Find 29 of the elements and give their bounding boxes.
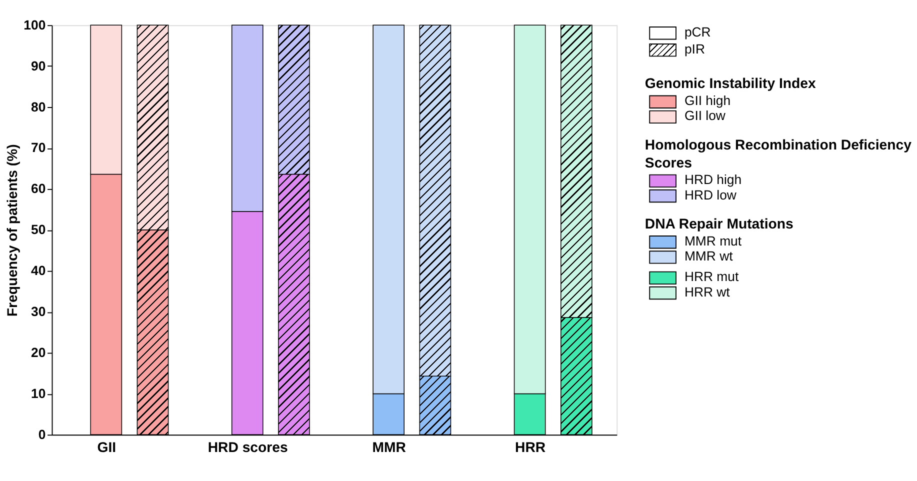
legend-label: HRD low (684, 187, 737, 202)
text: Homologous Recombination Deficiency Scores (644, 136, 912, 170)
text: pCR (684, 24, 711, 40)
legend-label: HRD high (684, 172, 742, 188)
legend-label: HRR mut (684, 269, 739, 284)
legend-label: GII low (684, 108, 726, 124)
y-tick-label: 70 (31, 140, 46, 156)
y-tick-label: 90 (31, 58, 46, 74)
text: DNA Repair Mutations (644, 215, 794, 232)
y-tick-label: 10 (31, 386, 46, 401)
y-tick-label: 100 (24, 17, 46, 32)
text: pIR (684, 41, 705, 56)
y-tick-label: 30 (31, 304, 46, 320)
y-tick-label: 0 (38, 426, 46, 442)
y-axis-title: Frequency of patients (%) (4, 144, 20, 317)
y-tick-label: 20 (31, 345, 46, 360)
y-tick-label: 50 (31, 222, 46, 238)
y-tick-label: 40 (31, 263, 46, 278)
legend-label: MMR mut (684, 233, 742, 248)
x-tick-label: HRD scores (208, 439, 288, 456)
text: Genomic Instability Index (644, 75, 816, 92)
legend-label: GII high (684, 93, 731, 108)
x-tick-label: MMR (372, 439, 406, 456)
legend-label: HRR wt (684, 284, 730, 300)
x-tick-label: GII (97, 439, 116, 456)
legend-label: MMR wt (684, 248, 734, 264)
y-tick-label: 60 (31, 181, 46, 196)
x-tick-label: HRR (515, 439, 546, 456)
y-tick-label: 80 (31, 99, 46, 114)
